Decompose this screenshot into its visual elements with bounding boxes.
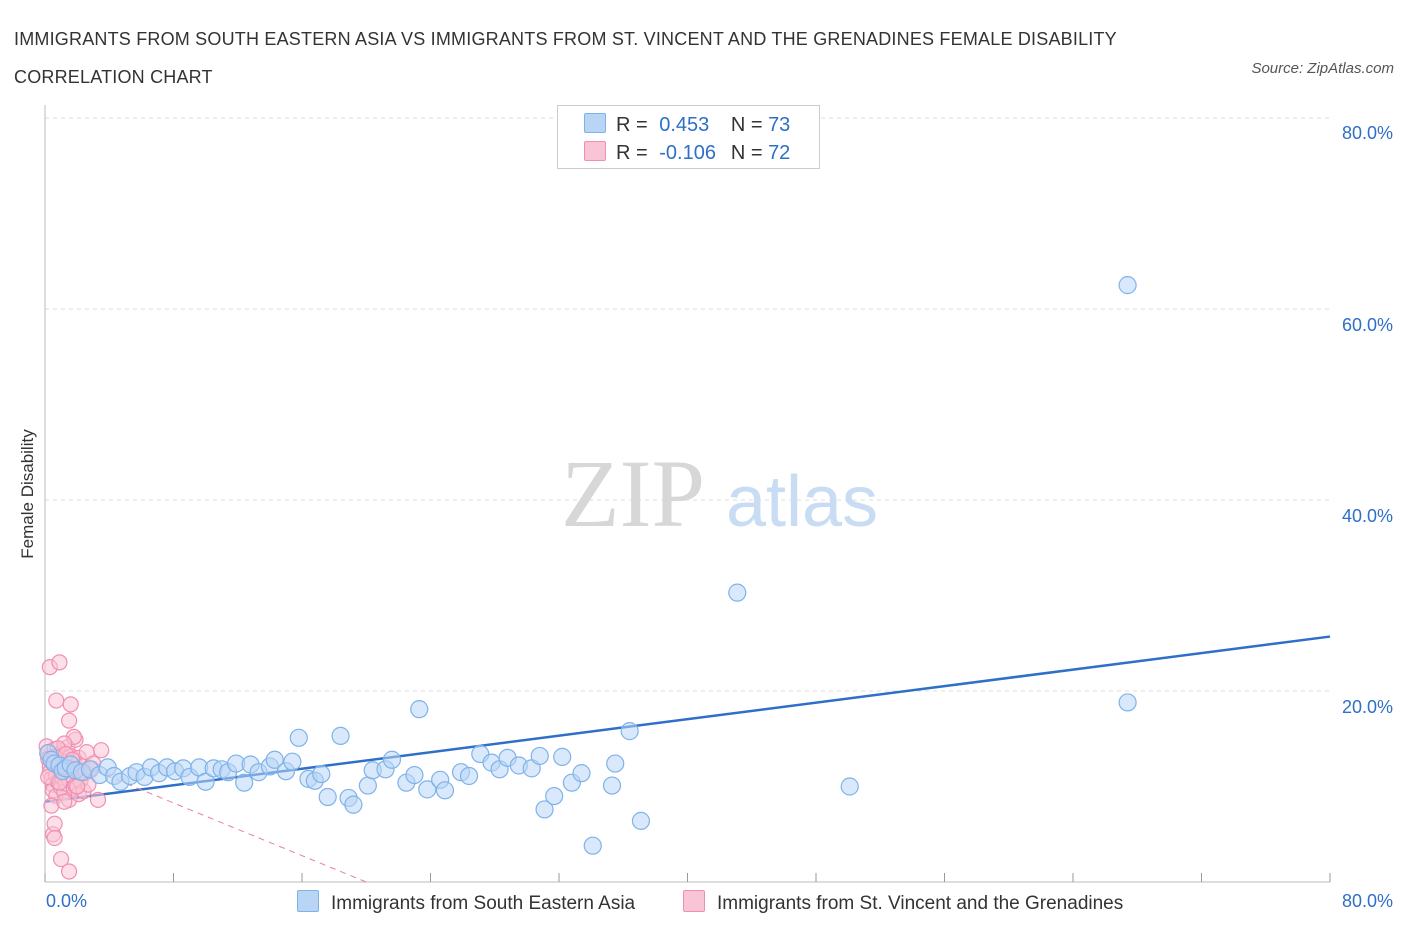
chart-title: IMMIGRANTS FROM SOUTH EASTERN ASIA VS IM… bbox=[14, 29, 1117, 87]
data-point-south-eastern-asia bbox=[840, 777, 859, 796]
data-point-south-eastern-asia bbox=[620, 722, 639, 741]
legend-swatch-pink bbox=[584, 141, 606, 161]
gridlines bbox=[45, 117, 1330, 692]
data-point-south-eastern-asia bbox=[344, 795, 363, 814]
y-tick-label: 60.0% bbox=[1341, 315, 1393, 335]
data-point-south-eastern-asia bbox=[553, 747, 572, 766]
data-point-south-eastern-asia bbox=[583, 836, 602, 855]
y-tick-label: 20.0% bbox=[1341, 697, 1393, 717]
data-point-st-vincent bbox=[62, 696, 79, 713]
y-tick-label: 80.0% bbox=[1341, 123, 1393, 143]
bottom-legend-south-eastern-asia: Immigrants from South Eastern Asia bbox=[297, 890, 635, 915]
data-point-south-eastern-asia bbox=[331, 726, 350, 745]
legend-swatch-blue bbox=[584, 113, 606, 133]
data-point-south-eastern-asia bbox=[728, 583, 747, 602]
data-point-south-eastern-asia bbox=[1118, 693, 1137, 712]
legend-row-south-eastern-asia: R = 0.453 N = 73 bbox=[584, 113, 790, 139]
watermark-atlas: atlas bbox=[726, 462, 878, 542]
data-point-st-vincent bbox=[56, 793, 73, 810]
data-point-south-eastern-asia bbox=[265, 750, 284, 769]
series-south-eastern-asia-points bbox=[39, 276, 1137, 855]
data-point-st-vincent bbox=[48, 692, 65, 709]
data-point-south-eastern-asia bbox=[572, 764, 591, 783]
data-point-st-vincent bbox=[89, 791, 107, 808]
data-point-south-eastern-asia bbox=[418, 780, 437, 799]
data-point-south-eastern-asia bbox=[312, 764, 331, 784]
y-axis-label: Female Disability bbox=[18, 429, 37, 559]
y-tick-label: 40.0% bbox=[1341, 506, 1393, 526]
data-point-south-eastern-asia bbox=[318, 787, 337, 807]
legend-r-value: -0.106 bbox=[659, 142, 716, 164]
legend-r-value: 0.453 bbox=[659, 114, 710, 136]
data-point-south-eastern-asia bbox=[631, 811, 651, 830]
legend-n-value: 73 bbox=[768, 114, 791, 136]
source-label: Source: ZipAtlas.com bbox=[1251, 60, 1394, 77]
data-point-south-eastern-asia bbox=[382, 750, 402, 769]
data-point-south-eastern-asia bbox=[606, 754, 625, 773]
data-point-st-vincent bbox=[46, 829, 63, 847]
legend-r-label: R = bbox=[616, 114, 648, 136]
watermark: ZIP atlas bbox=[561, 440, 878, 547]
bottom-legend-label: Immigrants from South Eastern Asia bbox=[331, 893, 636, 914]
legend-n-label: N = bbox=[730, 114, 763, 136]
data-point-st-vincent bbox=[60, 863, 78, 880]
data-point-south-eastern-asia bbox=[435, 781, 455, 800]
legend-n-label: N = bbox=[730, 142, 763, 164]
data-point-south-eastern-asia bbox=[410, 700, 429, 719]
legend-row-st-vincent: R = -0.106 N = 72 bbox=[584, 141, 790, 167]
data-point-south-eastern-asia bbox=[459, 766, 479, 786]
data-point-south-eastern-asia bbox=[289, 728, 308, 747]
data-point-st-vincent bbox=[51, 654, 68, 671]
x-tick-label-max: 80.0% bbox=[1341, 891, 1393, 911]
data-point-south-eastern-asia bbox=[545, 786, 564, 806]
bottom-legend-label: Immigrants from St. Vincent and the Gren… bbox=[717, 893, 1124, 914]
data-point-south-eastern-asia bbox=[530, 746, 549, 766]
data-point-south-eastern-asia bbox=[235, 773, 254, 792]
correlation-legend: R = 0.453 N = 73 R = -0.106 N = 72 bbox=[557, 105, 820, 169]
bottom-legend-swatch-blue bbox=[297, 890, 319, 912]
bottom-legend-st-vincent: Immigrants from St. Vincent and the Gren… bbox=[683, 890, 1123, 915]
bottom-legend-swatch-pink bbox=[683, 890, 705, 912]
data-point-south-eastern-asia bbox=[405, 765, 424, 785]
watermark-zip: ZIP bbox=[561, 440, 705, 547]
legend-n-value: 72 bbox=[768, 142, 791, 164]
x-tick-label-min: 0.0% bbox=[46, 891, 88, 911]
data-point-south-eastern-asia bbox=[358, 776, 377, 795]
data-point-st-vincent bbox=[46, 815, 63, 832]
data-point-st-vincent bbox=[52, 850, 70, 868]
data-point-south-eastern-asia bbox=[283, 752, 302, 771]
data-point-south-eastern-asia bbox=[196, 772, 215, 791]
data-point-south-eastern-asia bbox=[602, 776, 622, 795]
legend-r-label: R = bbox=[616, 142, 648, 164]
data-point-st-vincent bbox=[93, 742, 110, 759]
data-point-south-eastern-asia bbox=[1118, 276, 1137, 295]
data-point-south-eastern-asia bbox=[535, 800, 554, 819]
data-point-st-vincent bbox=[60, 712, 78, 729]
